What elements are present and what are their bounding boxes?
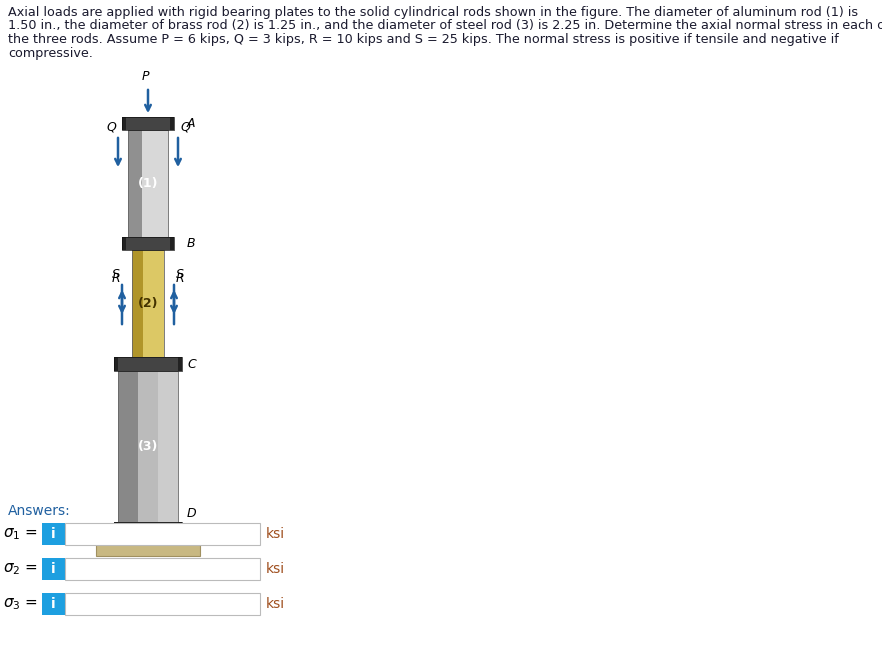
Polygon shape: [114, 357, 118, 371]
Text: compressive.: compressive.: [8, 46, 93, 59]
Polygon shape: [118, 357, 178, 371]
Text: the three rods. Assume P = 6 kips, Q = 3 kips, R = 10 kips and S = 25 kips. The : the three rods. Assume P = 6 kips, Q = 3…: [8, 33, 839, 46]
Polygon shape: [122, 117, 126, 130]
Text: $\sigma_1$ =: $\sigma_1$ =: [4, 526, 38, 542]
FancyBboxPatch shape: [42, 523, 65, 545]
Text: ksi: ksi: [266, 597, 285, 611]
Text: R: R: [111, 272, 120, 285]
Polygon shape: [158, 371, 178, 522]
Polygon shape: [178, 357, 182, 371]
Polygon shape: [143, 250, 153, 357]
Text: Q: Q: [106, 121, 116, 134]
FancyBboxPatch shape: [65, 558, 260, 580]
Text: $\sigma_3$ =: $\sigma_3$ =: [4, 596, 38, 612]
Text: S: S: [112, 268, 120, 281]
Polygon shape: [126, 117, 170, 130]
Polygon shape: [178, 522, 182, 532]
Text: ksi: ksi: [266, 562, 285, 576]
Polygon shape: [118, 371, 138, 522]
Polygon shape: [138, 371, 158, 522]
FancyBboxPatch shape: [65, 523, 260, 545]
FancyBboxPatch shape: [42, 558, 65, 580]
Text: Axial loads are applied with rigid bearing plates to the solid cylindrical rods : Axial loads are applied with rigid beari…: [8, 6, 858, 19]
Text: 1.50 in., the diameter of brass rod (2) is 1.25 in., and the diameter of steel r: 1.50 in., the diameter of brass rod (2) …: [8, 20, 882, 33]
Text: P: P: [141, 70, 149, 83]
Polygon shape: [128, 130, 142, 237]
Polygon shape: [132, 250, 143, 357]
Text: B: B: [187, 237, 196, 250]
Polygon shape: [126, 237, 170, 250]
Polygon shape: [170, 117, 174, 130]
Text: D: D: [187, 507, 197, 520]
Text: $\sigma_2$ =: $\sigma_2$ =: [4, 561, 38, 577]
Text: Q: Q: [180, 121, 190, 134]
Polygon shape: [118, 522, 178, 532]
Polygon shape: [154, 130, 168, 237]
Polygon shape: [170, 237, 174, 250]
Polygon shape: [122, 237, 126, 250]
Polygon shape: [142, 130, 154, 237]
Text: (2): (2): [138, 297, 158, 310]
Polygon shape: [96, 532, 200, 556]
Text: i: i: [51, 597, 56, 611]
FancyBboxPatch shape: [42, 593, 65, 615]
Text: Answers:: Answers:: [8, 504, 71, 518]
Polygon shape: [114, 522, 118, 532]
Text: (1): (1): [138, 177, 158, 190]
Text: i: i: [51, 527, 56, 541]
Text: S: S: [176, 268, 183, 281]
Text: i: i: [51, 562, 56, 576]
Text: ksi: ksi: [266, 527, 285, 541]
Polygon shape: [153, 250, 164, 357]
Text: A: A: [187, 117, 196, 130]
Text: (3): (3): [138, 440, 158, 453]
Text: C: C: [187, 357, 196, 370]
FancyBboxPatch shape: [65, 593, 260, 615]
Text: R: R: [176, 272, 184, 285]
